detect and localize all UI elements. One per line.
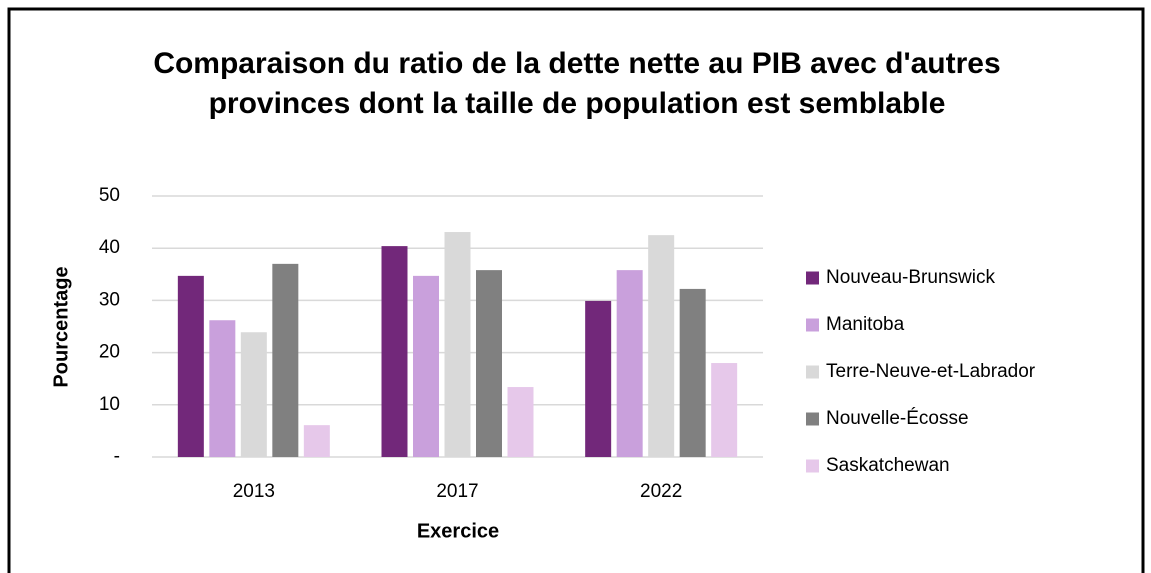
legend-swatch (806, 459, 819, 473)
legend-swatch (806, 271, 819, 285)
x-tick-label: 2017 (436, 481, 478, 502)
legend-label: Nouvelle-Écosse (826, 408, 969, 429)
bar (711, 363, 738, 457)
bar (381, 246, 408, 457)
legend-label: Manitoba (826, 314, 905, 335)
y-tick-label: 20 (99, 342, 120, 363)
chart-title: Comparaison du ratio de la dette nette a… (153, 47, 1001, 120)
y-tick-label: - (114, 446, 120, 467)
bar (177, 275, 204, 457)
bar (240, 332, 267, 457)
y-tick-label: 10 (99, 394, 120, 415)
y-tick-label: 50 (99, 185, 120, 206)
bar (303, 425, 330, 457)
legend-swatch (806, 318, 819, 332)
legend-label: Saskatchewan (826, 455, 950, 476)
y-tick-label: 30 (99, 289, 120, 310)
bar (679, 288, 706, 457)
bar (444, 232, 471, 457)
bar (413, 275, 439, 457)
x-tick-label: 2022 (640, 481, 682, 502)
bar (209, 320, 236, 457)
legend-label: Terre-Neuve-et-Labrador (826, 361, 1036, 382)
bar (616, 270, 643, 457)
legend-swatch (806, 365, 819, 379)
y-axis-title: Pourcentage (50, 266, 72, 387)
x-tick-label: 2013 (233, 481, 275, 502)
legend-label: Nouveau-Brunswick (826, 267, 995, 288)
frame (7, 7, 1145, 573)
bar (585, 300, 612, 457)
bar (648, 235, 675, 457)
bar (476, 270, 502, 457)
legend-swatch (806, 412, 819, 426)
x-axis-title: Exercice (417, 520, 499, 542)
bar (272, 263, 299, 457)
bar (507, 387, 534, 457)
y-tick-label: 40 (99, 237, 120, 258)
